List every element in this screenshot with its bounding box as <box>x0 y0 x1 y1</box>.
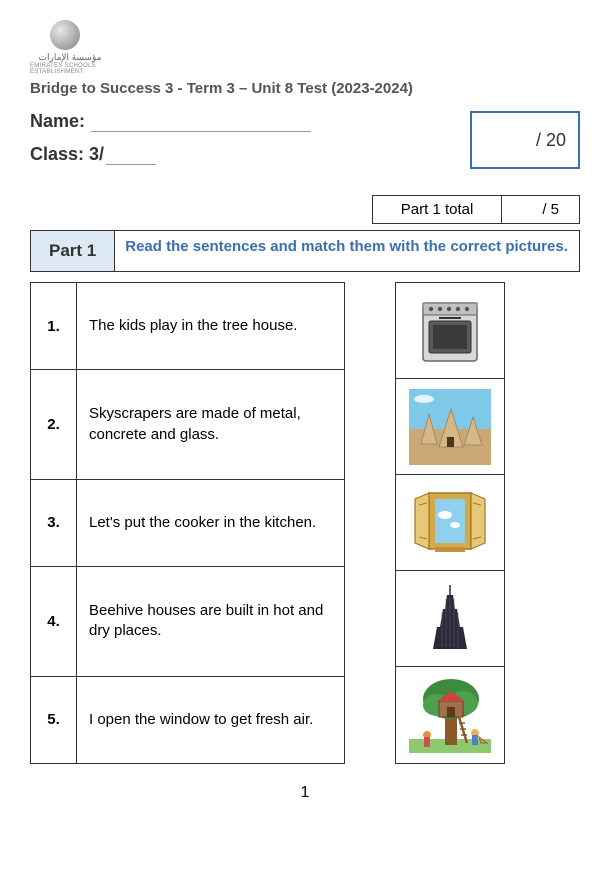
pictures-column <box>395 282 505 764</box>
table-row: 3. Let's put the cooker in the kitchen. <box>31 479 345 566</box>
cooker-icon <box>409 293 491 369</box>
picture-skyscraper <box>396 571 504 667</box>
sentences-table: 1. The kids play in the tree house. 2. S… <box>30 282 345 764</box>
part1-instruction-box: Part 1 Read the sentences and match them… <box>30 230 580 272</box>
picture-cooker <box>396 283 504 379</box>
logo-arabic-text: مؤسسة الإمارات <box>39 52 102 63</box>
table-row: 1. The kids play in the tree house. <box>31 283 345 370</box>
part1-instruction: Read the sentences and match them with t… <box>115 231 579 271</box>
picture-window <box>396 475 504 571</box>
picture-treehouse <box>396 667 504 763</box>
logo-subtitle: EMIRATES SCHOOLS ESTABLISHMENT <box>30 63 110 75</box>
table-row: 2. Skyscrapers are made of metal, concre… <box>31 370 345 480</box>
name-blank-line[interactable] <box>91 114 311 132</box>
sentence-text: The kids play in the tree house. <box>77 283 345 370</box>
beehive-houses-icon <box>409 389 491 465</box>
row-number: 5. <box>31 676 77 763</box>
picture-beehive-houses <box>396 379 504 475</box>
part1-total-box: Part 1 total / 5 <box>372 195 580 224</box>
treehouse-icon <box>409 677 491 753</box>
sentence-text: Skyscrapers are made of metal, concrete … <box>77 370 345 480</box>
window-icon <box>409 485 491 561</box>
total-score-text: / 20 <box>536 130 566 151</box>
sentence-text: Let's put the cooker in the kitchen. <box>77 479 345 566</box>
part1-total-label: Part 1 total <box>373 196 503 223</box>
page-number: 1 <box>30 784 580 802</box>
skyscraper-icon <box>409 581 491 657</box>
row-number: 4. <box>31 567 77 677</box>
sentence-text: I open the window to get fresh air. <box>77 676 345 763</box>
row-number: 1. <box>31 283 77 370</box>
table-row: 5. I open the window to get fresh air. <box>31 676 345 763</box>
name-label: Name: <box>30 111 85 131</box>
sentence-text: Beehive houses are built in hot and dry … <box>77 567 345 677</box>
row-number: 3. <box>31 479 77 566</box>
name-field: Name: <box>30 111 470 132</box>
row-number: 2. <box>31 370 77 480</box>
table-row: 4. Beehive houses are built in hot and d… <box>31 567 345 677</box>
total-score-box: / 20 <box>470 111 580 169</box>
part1-total-score: / 5 <box>502 196 579 223</box>
school-logo: مؤسسة الإمارات EMIRATES SCHOOLS ESTABLIS… <box>30 20 110 75</box>
class-field: Class: 3/ <box>30 144 470 165</box>
class-blank-line[interactable] <box>106 147 156 165</box>
worksheet-title: Bridge to Success 3 - Term 3 – Unit 8 Te… <box>30 80 580 97</box>
class-label: Class: 3/ <box>30 144 104 164</box>
part1-header: Part 1 <box>31 231 115 271</box>
